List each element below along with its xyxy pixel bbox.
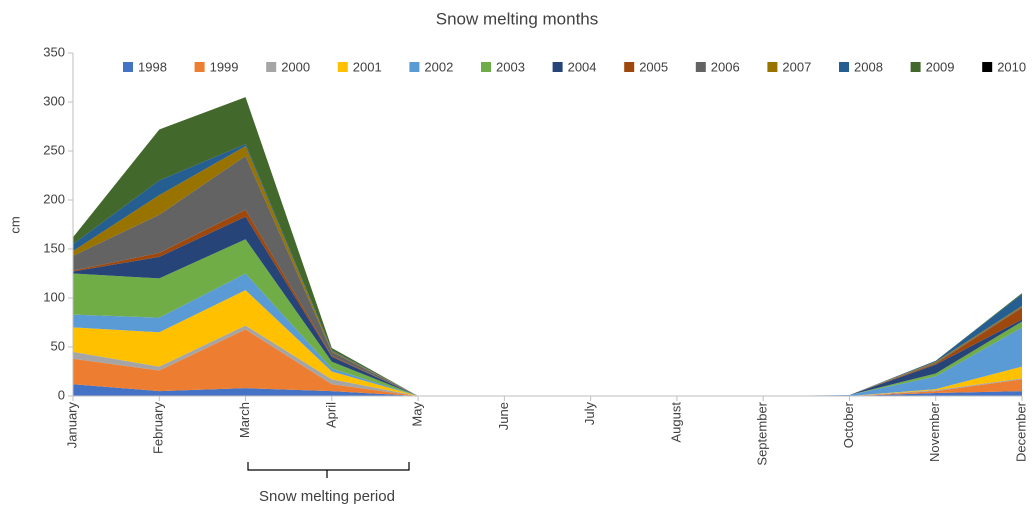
legend-label: 2008 [854, 59, 883, 74]
legend-swatch [695, 62, 706, 72]
chart-title: Snow melting months [436, 9, 599, 28]
y-tick-label: 50 [51, 338, 65, 353]
legend-swatch [910, 62, 921, 72]
x-tick-label: November [927, 401, 942, 462]
legend-swatch [552, 62, 563, 72]
legend-label: 2004 [568, 59, 597, 74]
legend-label: 2000 [281, 59, 310, 74]
legend-swatch [982, 62, 993, 72]
legend-swatch [839, 62, 849, 72]
legend-label: 2009 [926, 59, 955, 74]
y-tick-label: 300 [43, 93, 65, 108]
legend-swatch [266, 62, 277, 72]
annotation: Snow melting period [259, 488, 395, 505]
legend-swatch [194, 62, 205, 72]
x-tick-label: September [755, 401, 770, 465]
legend-swatch [767, 62, 778, 72]
y-axis-label: cm [7, 216, 22, 233]
area [73, 384, 1022, 396]
bracket [247, 462, 410, 478]
legend-label: 2001 [353, 59, 382, 74]
legend-swatch [624, 62, 635, 72]
area [73, 329, 1022, 396]
y-tick-label: 250 [43, 142, 65, 157]
legend-label: 1999 [210, 59, 239, 74]
x-tick-label: July [582, 402, 597, 426]
legend-label: 2002 [424, 59, 453, 74]
area [73, 273, 1022, 396]
x-tick-label: June [496, 402, 511, 430]
x-tick-label: February [151, 402, 166, 455]
y-tick-label: 200 [43, 191, 65, 206]
x-tick-label: October [841, 401, 856, 448]
y-tick-label: 150 [43, 240, 65, 255]
legend-swatch [409, 62, 420, 72]
x-tick-label: April [323, 402, 338, 428]
x-tick-label: May [410, 402, 425, 427]
legend-swatch [481, 62, 491, 72]
legend-label: 2003 [496, 59, 525, 74]
y-tick-label: 350 [43, 44, 65, 59]
legend-swatch [123, 62, 133, 72]
x-tick-label: December [1013, 401, 1028, 462]
legend-label: 2010 [997, 59, 1026, 74]
x-tick-label: August [668, 402, 683, 443]
x-tick-label: March [237, 402, 252, 438]
y-tick-label: 0 [58, 387, 65, 402]
legend-label: 2006 [711, 59, 740, 74]
area [73, 97, 1022, 396]
legend-label: 2005 [639, 59, 668, 74]
x-tick-label: January [64, 402, 79, 449]
y-tick-label: 100 [43, 289, 65, 304]
legend-label: 2007 [782, 59, 811, 74]
legend-swatch [337, 62, 348, 72]
legend-label: 1998 [138, 59, 167, 74]
